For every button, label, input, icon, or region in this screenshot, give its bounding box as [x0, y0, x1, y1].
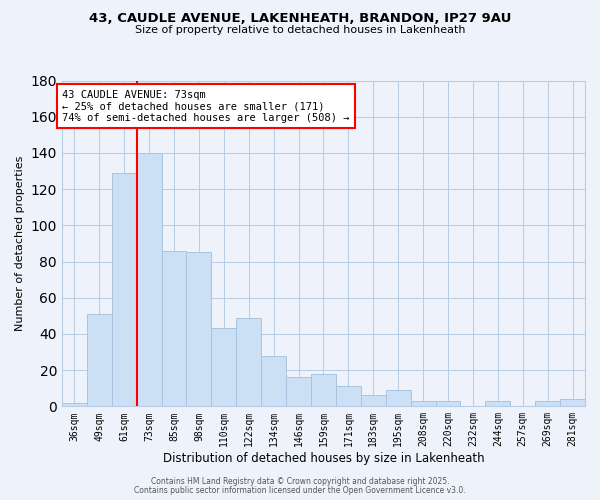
Bar — [62, 402, 87, 406]
Bar — [535, 401, 560, 406]
Bar — [410, 401, 436, 406]
Text: Size of property relative to detached houses in Lakenheath: Size of property relative to detached ho… — [135, 25, 465, 35]
X-axis label: Distribution of detached houses by size in Lakenheath: Distribution of detached houses by size … — [163, 452, 484, 465]
Bar — [386, 390, 410, 406]
Bar — [361, 396, 386, 406]
Bar — [560, 399, 585, 406]
Text: 43, CAUDLE AVENUE, LAKENHEATH, BRANDON, IP27 9AU: 43, CAUDLE AVENUE, LAKENHEATH, BRANDON, … — [89, 12, 511, 26]
Bar — [87, 314, 112, 406]
Bar — [286, 378, 311, 406]
Bar — [336, 386, 361, 406]
Bar — [137, 153, 161, 406]
Bar — [112, 173, 137, 406]
Bar — [236, 318, 261, 406]
Bar — [311, 374, 336, 406]
Text: Contains HM Land Registry data © Crown copyright and database right 2025.: Contains HM Land Registry data © Crown c… — [151, 477, 449, 486]
Bar — [161, 250, 187, 406]
Bar — [261, 356, 286, 406]
Bar — [436, 401, 460, 406]
Y-axis label: Number of detached properties: Number of detached properties — [15, 156, 25, 331]
Bar — [211, 328, 236, 406]
Text: Contains public sector information licensed under the Open Government Licence v3: Contains public sector information licen… — [134, 486, 466, 495]
Text: 43 CAUDLE AVENUE: 73sqm
← 25% of detached houses are smaller (171)
74% of semi-d: 43 CAUDLE AVENUE: 73sqm ← 25% of detache… — [62, 90, 350, 123]
Bar — [187, 252, 211, 406]
Bar — [485, 401, 510, 406]
